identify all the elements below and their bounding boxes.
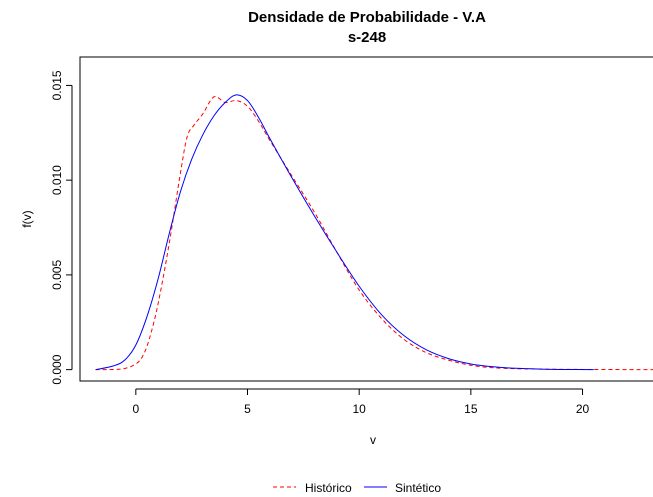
x-tick-label: 0 <box>132 402 139 416</box>
x-axis: 0 5 10 15 20 <box>132 388 590 416</box>
y-tick-label: 0.010 <box>50 165 64 195</box>
y-tick-label: 0.015 <box>50 70 64 100</box>
series-lines <box>95 94 653 371</box>
series-line-sintetico <box>95 94 594 371</box>
series-line-historico <box>95 95 653 371</box>
x-tick-label: 5 <box>244 402 251 416</box>
chart-title: Densidade de Probabilidade - V.A <box>248 9 486 26</box>
legend-sintetico-label: Sintético <box>395 481 441 495</box>
x-axis-label: v <box>370 433 376 447</box>
plot-frame <box>79 56 653 382</box>
legend-historico-label: Histórico <box>305 481 352 495</box>
y-axis-label: f(v) <box>20 210 34 227</box>
y-tick-label: 0.005 <box>50 260 64 290</box>
legend: Histórico Sintético <box>273 481 441 495</box>
x-tick-label: 10 <box>353 402 367 416</box>
x-tick-label: 20 <box>576 402 590 416</box>
y-tick-label: 0.000 <box>50 354 64 384</box>
x-tick-label: 15 <box>464 402 478 416</box>
y-axis: 0.000 0.005 0.010 0.015 <box>50 70 73 385</box>
chart-subtitle: s-248 <box>348 29 386 46</box>
